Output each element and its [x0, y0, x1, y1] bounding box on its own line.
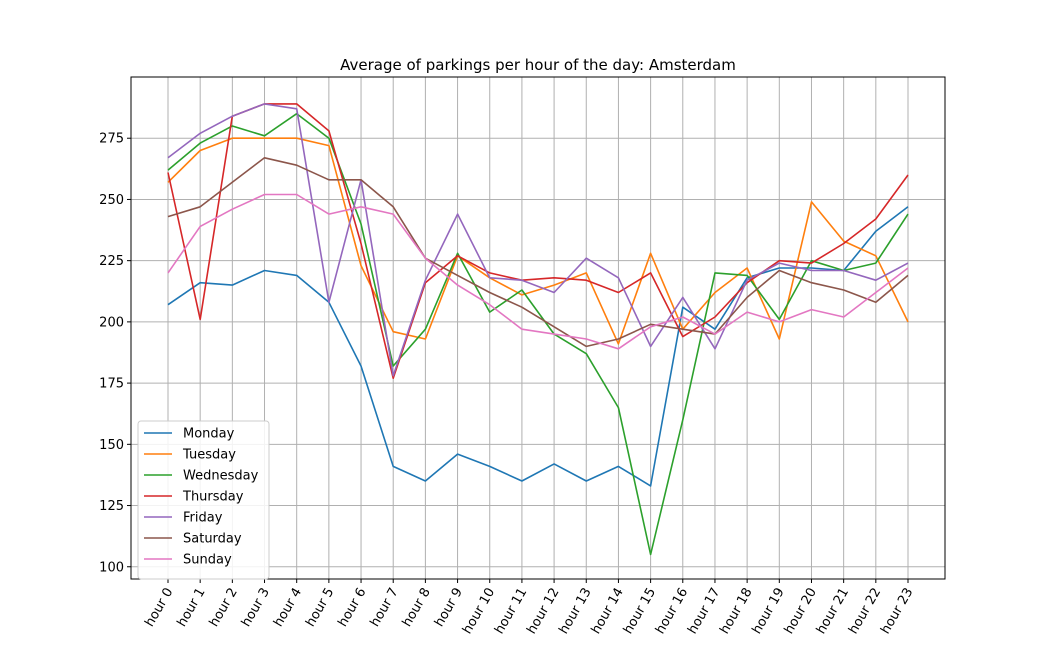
x-tick-label: hour 5	[303, 586, 337, 630]
x-tick-label: hour 2	[207, 586, 241, 630]
x-tick-label: hour 7	[368, 586, 402, 630]
axes-frame	[130, 76, 946, 580]
legend-label: Tuesday	[182, 448, 236, 463]
y-tick-label: 225	[99, 254, 124, 269]
x-tick-label: hour 9	[432, 586, 466, 630]
y-tick-label: 200	[99, 315, 124, 330]
legend-box	[137, 420, 270, 580]
series-line-monday	[167, 206, 909, 487]
series-line-saturday	[167, 157, 909, 348]
chart-title: Average of parkings per hour of the day:…	[340, 56, 736, 74]
x-tick-label: hour 1	[175, 586, 209, 630]
grid	[131, 77, 945, 579]
y-tick-label: 250	[99, 193, 124, 208]
x-tick-label: hour 4	[271, 586, 305, 630]
legend-label: Sunday	[183, 553, 232, 568]
x-tick-label: hour 6	[335, 586, 369, 630]
series-lines	[167, 103, 909, 556]
series-line-friday	[167, 103, 909, 377]
y-tick-label: 275	[99, 132, 124, 147]
y-tick-label: 175	[99, 377, 124, 392]
legend-label: Friday	[183, 511, 223, 526]
x-tick-label: hour 3	[239, 586, 273, 630]
legend-label: Thursday	[182, 490, 244, 505]
legend-label: Wednesday	[183, 469, 259, 484]
legend-label: Monday	[183, 427, 235, 442]
y-axis: 100 125 150 175 200 225 250 275	[99, 132, 131, 575]
legend: Monday Tuesday Wednesday Thursday Friday Satu…	[137, 420, 270, 580]
x-tick-label: hour 8	[400, 586, 434, 630]
legend-label: Saturday	[183, 532, 242, 547]
y-tick-label: 125	[99, 499, 124, 514]
x-tick-label: hour 0	[142, 586, 176, 630]
series-line-thursday	[167, 103, 909, 380]
series-line-wednesday	[167, 112, 909, 556]
y-tick-label: 150	[99, 438, 124, 453]
series-line-tuesday	[167, 137, 909, 345]
series-line-sunday	[167, 193, 909, 350]
y-tick-label: 100	[99, 560, 124, 575]
